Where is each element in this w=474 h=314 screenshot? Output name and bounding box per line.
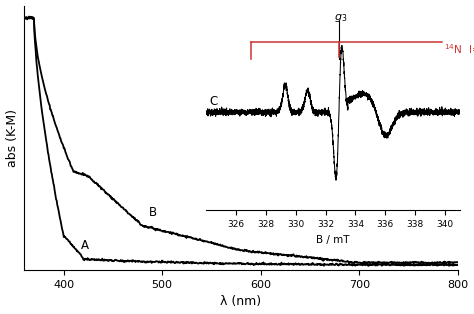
Text: $^{14}$N  I=1: $^{14}$N I=1 bbox=[444, 42, 474, 56]
Text: C: C bbox=[209, 95, 218, 108]
Text: $g_3$: $g_3$ bbox=[334, 12, 347, 24]
Text: A: A bbox=[81, 239, 89, 252]
Y-axis label: abs (K-M): abs (K-M) bbox=[6, 109, 18, 167]
X-axis label: λ (nm): λ (nm) bbox=[220, 295, 262, 308]
X-axis label: B / mT: B / mT bbox=[316, 235, 350, 245]
Text: B: B bbox=[149, 206, 157, 219]
